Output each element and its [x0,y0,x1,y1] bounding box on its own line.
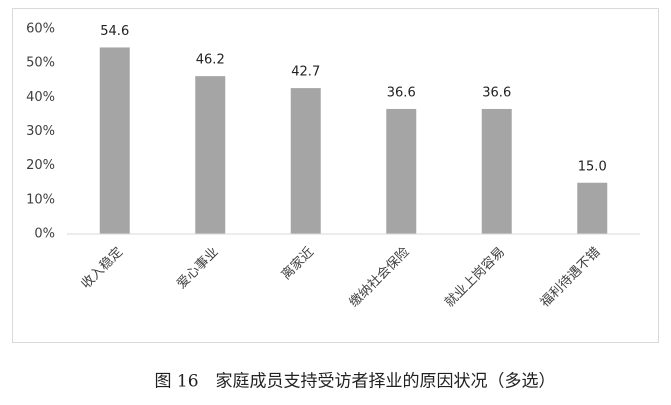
value-label: 54.6 [100,24,129,39]
chart-title: 图 16 家庭成员支持受访者择业的原因状况（多选） [154,372,555,392]
y-tick-label: 20% [26,158,55,173]
chart-border [12,8,659,343]
x-tick-label: 缴纳社会保险 [346,244,412,310]
bar [290,88,321,234]
x-tick-label: 离家近 [278,244,317,283]
value-label: 36.6 [387,85,416,100]
value-label: 46.2 [196,53,225,68]
y-tick-label: 40% [26,90,55,105]
bar [195,76,226,235]
y-tick-label: 10% [26,192,55,207]
y-tick-label: 0% [34,227,55,242]
bar [99,47,130,235]
y-tick-label: 50% [26,56,55,71]
bar [577,182,608,234]
x-tick-label: 收入稳定 [78,244,126,292]
value-label: 36.6 [482,85,511,100]
x-tick-label: 就业上岗容易 [442,244,508,310]
bar [481,108,512,234]
bar [386,108,417,234]
value-label: 42.7 [291,65,320,80]
x-tick-label: 爱心事业 [174,245,221,292]
value-label: 15.0 [578,159,607,174]
y-tick-label: 60% [26,22,55,37]
x-tick-label: 福利待遇不错 [538,245,604,311]
y-tick-label: 30% [26,124,55,139]
